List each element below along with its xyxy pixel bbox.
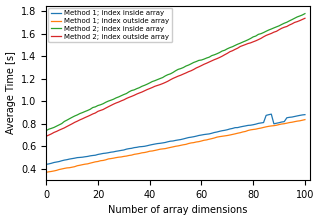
- Method 1; index inside array: [44, 163, 48, 166]
- Method 2; index inside array: [225, 48, 229, 50]
- Method 1; index inside array: [163, 141, 167, 144]
- Method 1; index outside array: [109, 157, 113, 160]
- Method 1; index outside array: [62, 167, 66, 170]
- Line: Method 2; index inside array: Method 2; index inside array: [46, 14, 305, 131]
- Method 2; index outside array: [44, 135, 48, 137]
- Line: Method 1; index outside array: Method 1; index outside array: [46, 120, 305, 172]
- Method 2; index inside array: [200, 59, 204, 61]
- Method 2; index outside array: [163, 81, 167, 84]
- Method 2; index inside array: [238, 42, 242, 44]
- X-axis label: Number of array dimensions: Number of array dimensions: [108, 206, 248, 215]
- Method 2; index outside array: [109, 104, 113, 107]
- Method 1; index outside array: [303, 118, 307, 121]
- Method 2; index outside array: [200, 64, 204, 67]
- Method 1; index inside array: [238, 126, 242, 128]
- Line: Method 1; index inside array: Method 1; index inside array: [46, 114, 305, 164]
- Method 1; index inside array: [269, 113, 273, 115]
- Method 2; index outside array: [225, 52, 229, 55]
- Line: Method 2; index outside array: Method 2; index outside array: [46, 18, 305, 136]
- Method 2; index inside array: [109, 99, 113, 101]
- Method 1; index inside array: [303, 113, 307, 116]
- Method 1; index inside array: [200, 134, 204, 136]
- Method 2; index inside array: [303, 12, 307, 15]
- Method 2; index outside array: [238, 45, 242, 48]
- Legend: Method 1; index inside array, Method 1; index outside array, Method 2; index ins: Method 1; index inside array, Method 1; …: [48, 8, 172, 42]
- Method 1; index inside array: [109, 151, 113, 154]
- Method 1; index outside array: [238, 131, 242, 134]
- Method 2; index outside array: [62, 127, 66, 129]
- Method 1; index inside array: [62, 159, 66, 161]
- Method 2; index inside array: [62, 120, 66, 123]
- Method 1; index outside array: [44, 171, 48, 174]
- Method 2; index outside array: [303, 17, 307, 20]
- Method 1; index inside array: [225, 128, 229, 131]
- Method 1; index outside array: [225, 134, 229, 137]
- Method 2; index inside array: [163, 75, 167, 77]
- Method 1; index outside array: [163, 147, 167, 150]
- Method 2; index inside array: [44, 129, 48, 132]
- Y-axis label: Average Time [s]: Average Time [s]: [5, 51, 16, 134]
- Method 1; index outside array: [200, 140, 204, 142]
